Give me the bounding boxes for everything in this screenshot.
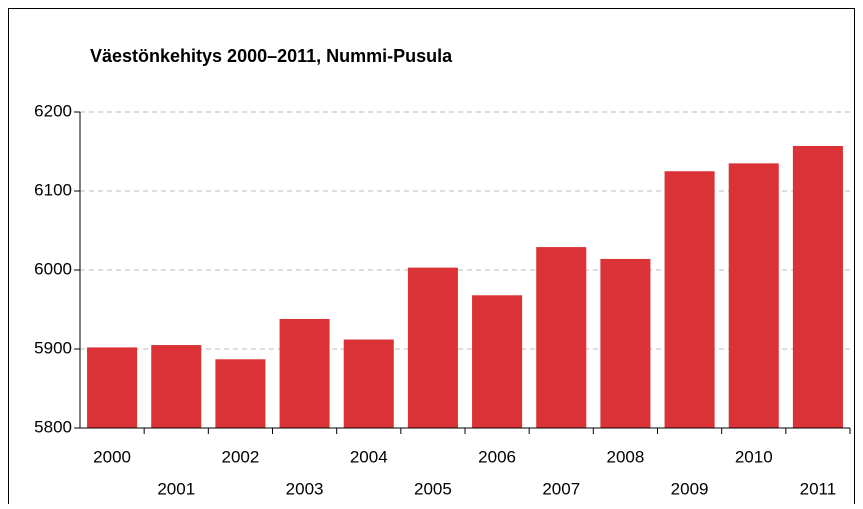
- bar: [343, 339, 394, 428]
- x-tick-label: 2005: [414, 479, 452, 498]
- y-tick-label: 6000: [34, 259, 72, 278]
- x-tick-label: 2009: [671, 479, 709, 498]
- x-tick-label: 2004: [350, 447, 388, 466]
- x-tick-label: 2008: [607, 447, 645, 466]
- x-tick-label: 2011: [800, 479, 837, 498]
- bar: [151, 345, 202, 428]
- x-tick-label: 2010: [735, 447, 773, 466]
- x-tick-label: 2007: [542, 479, 580, 498]
- x-tick-label: 2000: [93, 447, 131, 466]
- x-tick-label: 2002: [222, 447, 260, 466]
- bar: [600, 258, 651, 428]
- y-tick-label: 6200: [34, 101, 72, 120]
- y-tick-label: 6100: [34, 180, 72, 199]
- bar: [664, 171, 715, 428]
- bar: [279, 318, 330, 428]
- x-tick-label: 2003: [286, 479, 324, 498]
- bar: [792, 145, 843, 428]
- bar: [407, 267, 458, 428]
- bar: [87, 347, 138, 428]
- y-tick-label: 5800: [34, 417, 72, 436]
- x-tick-label: 2006: [478, 447, 516, 466]
- chart-title: Väestönkehitys 2000–2011, Nummi-Pusula: [90, 46, 453, 66]
- y-tick-label: 5900: [34, 338, 72, 357]
- bar: [215, 359, 266, 428]
- bar: [472, 295, 523, 428]
- bar: [536, 247, 587, 428]
- bar: [728, 163, 779, 428]
- x-tick-label: 2001: [157, 479, 195, 498]
- chart-frame: [8, 8, 855, 509]
